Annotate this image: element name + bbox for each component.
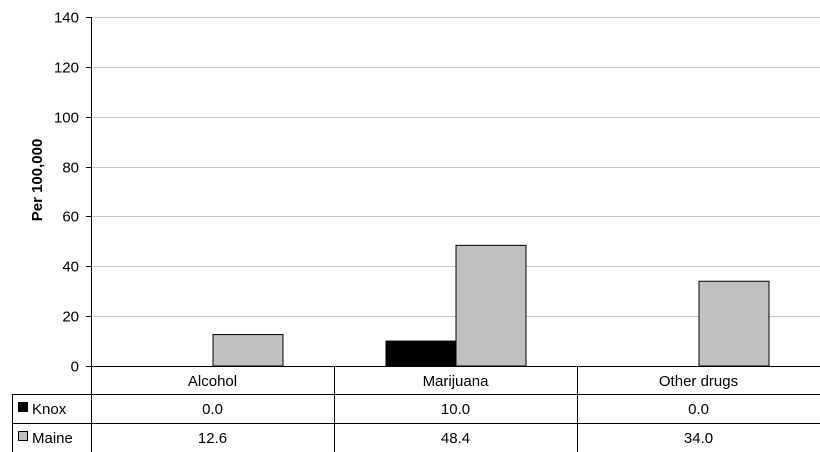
bar bbox=[385, 340, 457, 367]
bar bbox=[698, 280, 770, 367]
y-axis-label: Per 100,000 bbox=[29, 139, 46, 222]
data-label: 48.4 bbox=[441, 430, 470, 447]
y-tick-label: 0 bbox=[71, 359, 79, 376]
legend-label: Knox bbox=[32, 401, 67, 418]
legend-key bbox=[18, 402, 28, 412]
data-label: 10.0 bbox=[441, 401, 470, 418]
gridlines bbox=[91, 17, 820, 317]
bar bbox=[455, 244, 527, 367]
y-tick-label: 40 bbox=[62, 259, 79, 276]
legend-key bbox=[18, 431, 28, 441]
bar bbox=[212, 334, 284, 367]
axes: 0 20 40 60 80 100 120 140 bbox=[54, 10, 820, 452]
category-label: Other drugs bbox=[659, 373, 738, 390]
y-tick-label: 120 bbox=[54, 60, 79, 77]
y-tick-label: 140 bbox=[54, 10, 79, 27]
category-label: Marijuana bbox=[423, 373, 490, 390]
y-tick-label: 80 bbox=[62, 160, 79, 177]
bars bbox=[212, 244, 770, 367]
category-label: Alcohol bbox=[188, 373, 237, 390]
y-tick-label: 100 bbox=[54, 110, 79, 127]
data-label: 34.0 bbox=[684, 430, 713, 447]
y-tick-label: 20 bbox=[62, 309, 79, 326]
data-label: 0.0 bbox=[202, 401, 223, 418]
y-tick-label: 60 bbox=[62, 209, 79, 226]
data-label: 0.0 bbox=[688, 401, 709, 418]
data-label: 12.6 bbox=[198, 430, 227, 447]
data-table: Alcohol Marijuana Other drugs Knox 0.0 10.0 0.… bbox=[12, 366, 820, 452]
legend-label: Maine bbox=[32, 430, 73, 447]
